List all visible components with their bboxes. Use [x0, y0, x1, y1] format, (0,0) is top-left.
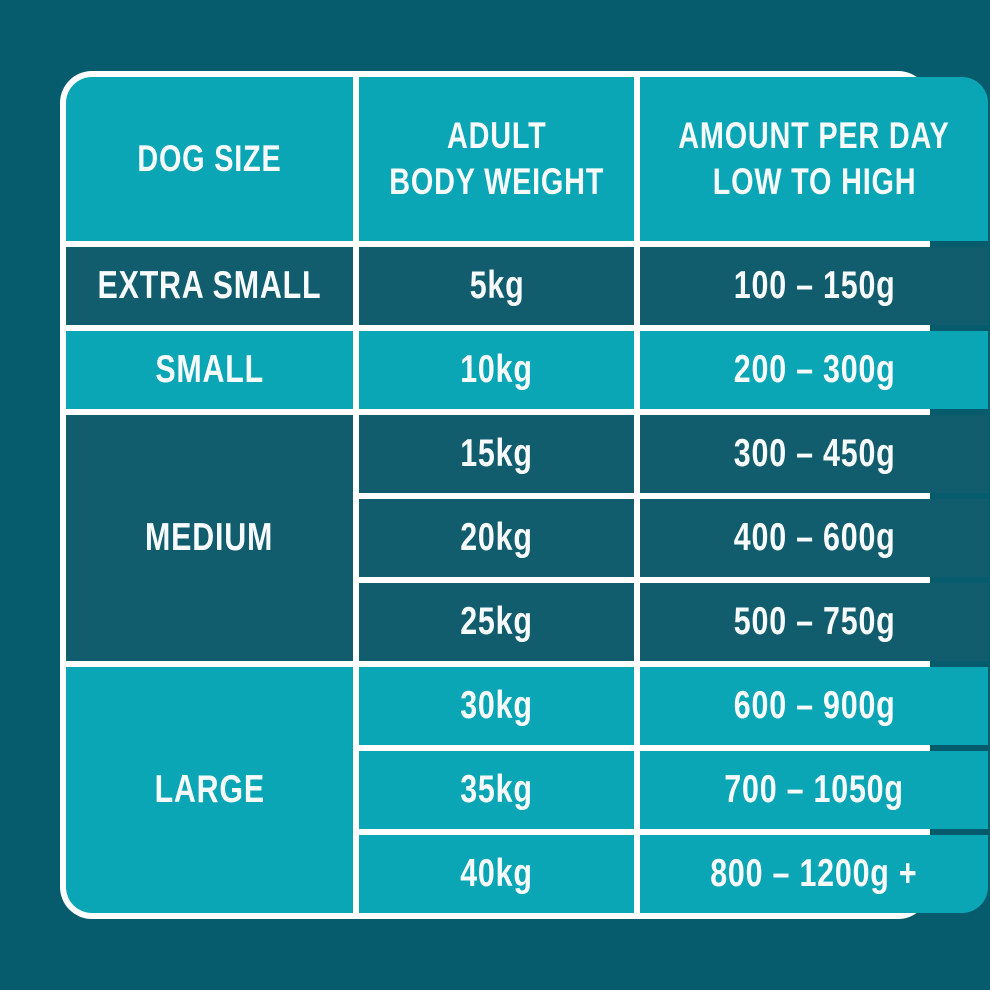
amount-value: 700 – 1050g	[724, 768, 904, 811]
size-label: EXTRA SMALL	[97, 264, 322, 307]
weight-value: 15kg	[460, 432, 533, 475]
weight-cell-10kg: 10kg	[358, 331, 635, 409]
header-body-weight-line: BODY WEIGHT	[389, 161, 605, 202]
header-low-to-high-line: LOW TO HIGH	[712, 161, 917, 202]
amount-cell-600-900: 600 – 900g	[640, 667, 989, 745]
feeding-guide-table: DOG SIZE ADULT BODY WEIGHT AMOUNT PER DA…	[60, 71, 989, 919]
weight-cell-25kg: 25kg	[358, 583, 635, 661]
header-amount-per-day: AMOUNT PER DAY LOW TO HIGH	[640, 77, 989, 241]
amount-cell-800-1200plus: 800 – 1200g +	[640, 835, 989, 913]
size-cell-extra-small: EXTRA SMALL	[66, 247, 353, 325]
size-label: SMALL	[155, 348, 264, 391]
weight-value: 10kg	[460, 348, 533, 391]
amount-cell-300-450: 300 – 450g	[640, 415, 989, 493]
header-dog-size-label: DOG SIZE	[137, 138, 282, 179]
weight-cell-15kg: 15kg	[358, 415, 635, 493]
amount-cell-200-300: 200 – 300g	[640, 331, 989, 409]
amount-value: 200 – 300g	[733, 348, 896, 391]
amount-cell-700-1050: 700 – 1050g	[640, 751, 989, 829]
amount-cell-400-600: 400 – 600g	[640, 499, 989, 577]
weight-cell-20kg: 20kg	[358, 499, 635, 577]
weight-value: 25kg	[460, 600, 533, 643]
weight-cell-35kg: 35kg	[358, 751, 635, 829]
size-label: LARGE	[154, 768, 265, 811]
weight-cell-40kg: 40kg	[358, 835, 635, 913]
header-amount-line: AMOUNT PER DAY	[678, 115, 950, 156]
amount-value: 400 – 600g	[733, 516, 896, 559]
amount-value: 600 – 900g	[733, 684, 896, 727]
amount-value: 300 – 450g	[733, 432, 896, 475]
amount-cell-100-150: 100 – 150g	[640, 247, 989, 325]
weight-value: 40kg	[460, 852, 533, 895]
size-cell-medium: MEDIUM	[66, 415, 353, 661]
weight-cell-5kg: 5kg	[358, 247, 635, 325]
amount-value: 100 – 150g	[733, 264, 896, 307]
size-cell-large: LARGE	[66, 667, 353, 913]
header-adult-line: ADULT	[446, 115, 547, 156]
amount-cell-500-750: 500 – 750g	[640, 583, 989, 661]
weight-value: 35kg	[460, 768, 533, 811]
size-label: MEDIUM	[145, 516, 274, 559]
header-dog-size: DOG SIZE	[66, 77, 353, 241]
amount-value: 800 – 1200g +	[710, 852, 918, 895]
weight-value: 20kg	[460, 516, 533, 559]
amount-value: 500 – 750g	[733, 600, 896, 643]
header-adult-body-weight: ADULT BODY WEIGHT	[358, 77, 635, 241]
weight-value: 30kg	[460, 684, 533, 727]
size-cell-small: SMALL	[66, 331, 353, 409]
weight-cell-30kg: 30kg	[358, 667, 635, 745]
weight-value: 5kg	[469, 264, 525, 307]
